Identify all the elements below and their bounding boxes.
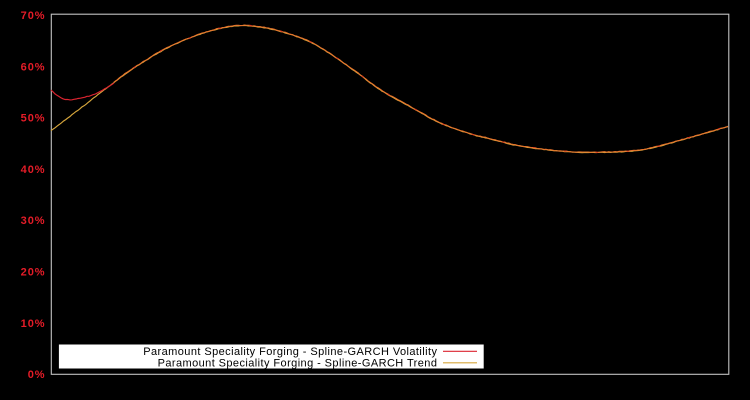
svg-text:20%: 20% — [21, 267, 46, 279]
svg-text:Paramount Speciality Forging -: Paramount Speciality Forging - Spline-GA… — [158, 358, 438, 370]
svg-text:Paramount Speciality Forging -: Paramount Speciality Forging - Spline-GA… — [143, 346, 437, 358]
svg-text:60%: 60% — [21, 61, 46, 73]
svg-text:40%: 40% — [21, 164, 46, 176]
svg-text:10%: 10% — [21, 318, 46, 330]
svg-text:30%: 30% — [21, 215, 46, 227]
svg-text:50%: 50% — [21, 113, 46, 125]
svg-text:0%: 0% — [28, 369, 46, 381]
svg-text:70%: 70% — [21, 10, 46, 22]
